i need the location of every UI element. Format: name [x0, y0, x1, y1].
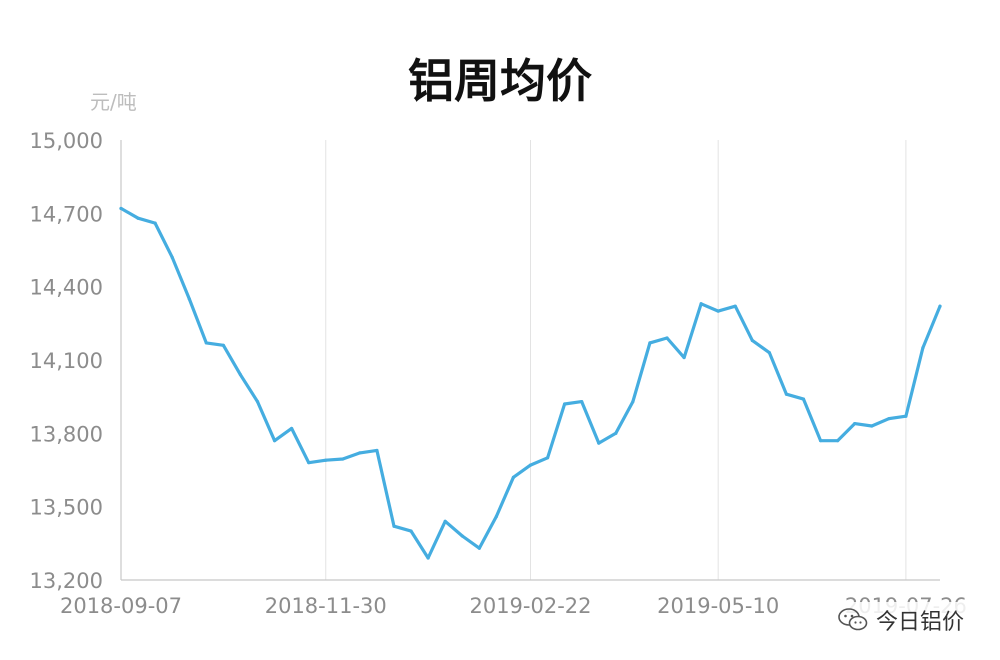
data-point — [392, 524, 396, 528]
data-point — [818, 439, 823, 443]
data-point — [272, 439, 277, 443]
data-point — [614, 431, 618, 435]
data-point — [767, 351, 771, 355]
data-point — [221, 343, 225, 347]
data-point — [341, 457, 345, 461]
data-point — [324, 458, 328, 462]
data-point — [545, 456, 550, 460]
x-tick-label: 2018-11-30 — [265, 594, 387, 618]
data-point — [580, 399, 584, 404]
data-point — [938, 304, 942, 308]
data-point — [443, 519, 447, 523]
x-tick-label: 2018-09-07 — [60, 594, 182, 618]
data-point — [375, 448, 379, 453]
data-point — [187, 297, 191, 301]
data-point — [494, 514, 498, 519]
watermark: 今日铝价 — [832, 602, 971, 638]
data-point — [426, 556, 430, 560]
data-point — [358, 451, 362, 455]
data-point — [170, 255, 174, 259]
x-tick-label: 2019-02-22 — [469, 594, 591, 618]
y-axis-unit-label: 元/吨 — [90, 90, 137, 114]
data-point — [887, 417, 891, 421]
data-point — [204, 341, 208, 345]
data-point — [682, 355, 686, 360]
data-point — [238, 373, 243, 377]
y-tick-label: 14,100 — [30, 349, 103, 373]
data-point — [528, 463, 533, 467]
y-tick-label: 13,800 — [30, 422, 103, 446]
data-point — [921, 346, 925, 350]
data-point — [716, 309, 720, 313]
data-point — [597, 441, 601, 445]
data-point — [136, 216, 140, 220]
data-point — [307, 461, 311, 465]
data-point — [119, 206, 123, 211]
y-tick-label: 13,200 — [30, 569, 103, 593]
data-point — [460, 534, 464, 538]
data-point — [665, 336, 669, 340]
data-point — [853, 421, 857, 426]
y-tick-label: 13,500 — [30, 496, 103, 520]
data-point — [784, 392, 789, 396]
data-point — [904, 414, 908, 418]
y-tick-label: 14,700 — [30, 202, 103, 226]
chart-title: 铝周均价 — [408, 54, 592, 108]
data-point — [836, 439, 840, 443]
wechat-icon — [838, 608, 868, 631]
y-tick-label: 14,400 — [30, 276, 103, 300]
data-point — [511, 475, 516, 479]
y-tick-label: 15,000 — [30, 129, 103, 153]
data-point — [153, 221, 157, 225]
data-point — [733, 304, 737, 308]
data-point — [477, 546, 481, 550]
data-point — [631, 399, 635, 404]
data-point — [870, 424, 874, 428]
data-point — [801, 397, 806, 401]
data-point — [563, 402, 567, 406]
data-point — [699, 302, 703, 306]
watermark-text: 今日铝价 — [876, 610, 965, 635]
data-point — [648, 341, 652, 345]
data-point — [409, 529, 413, 533]
x-tick-label: 2019-05-10 — [657, 594, 779, 618]
data-point — [290, 426, 294, 431]
data-point — [255, 399, 260, 404]
data-point — [750, 338, 754, 343]
